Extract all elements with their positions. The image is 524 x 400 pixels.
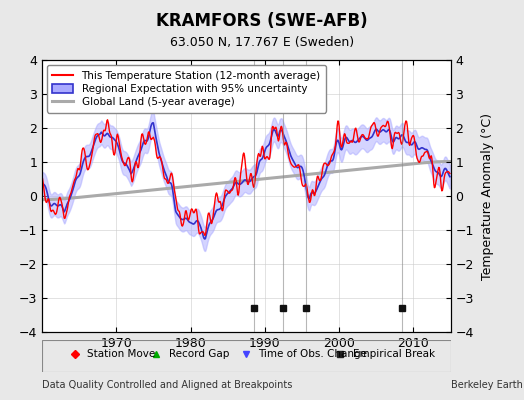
Y-axis label: Temperature Anomaly (°C): Temperature Anomaly (°C) (481, 112, 494, 280)
Text: Berkeley Earth: Berkeley Earth (451, 380, 522, 390)
Text: Data Quality Controlled and Aligned at Breakpoints: Data Quality Controlled and Aligned at B… (42, 380, 292, 390)
Text: Empirical Break: Empirical Break (353, 350, 435, 359)
Text: KRAMFORS (SWE-AFB): KRAMFORS (SWE-AFB) (156, 12, 368, 30)
Legend: This Temperature Station (12-month average), Regional Expectation with 95% uncer: This Temperature Station (12-month avera… (47, 65, 326, 112)
Text: Record Gap: Record Gap (169, 350, 229, 359)
Text: Time of Obs. Change: Time of Obs. Change (258, 350, 367, 359)
Text: Station Move: Station Move (87, 350, 155, 359)
Text: 63.050 N, 17.767 E (Sweden): 63.050 N, 17.767 E (Sweden) (170, 36, 354, 49)
